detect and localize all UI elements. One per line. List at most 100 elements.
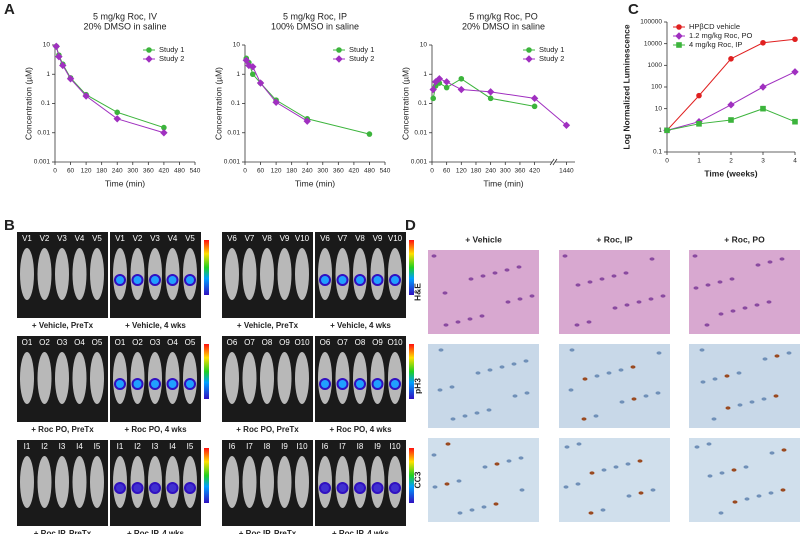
- cell-nucleus: [786, 351, 792, 355]
- mouse-id: V6: [320, 234, 330, 243]
- x-tick-label: 0: [53, 168, 57, 175]
- y-tick-label: 0.01: [414, 129, 427, 136]
- cell-nucleus: [457, 511, 463, 515]
- x-tick-label: 420: [529, 168, 540, 175]
- x-tick-label: 180: [471, 168, 482, 175]
- data-point: [245, 61, 253, 70]
- mouse-id: O8: [355, 338, 366, 347]
- cell-nucleus: [643, 394, 649, 398]
- mouse: [242, 352, 257, 404]
- cell-nucleus: [442, 291, 448, 295]
- color-scale: [204, 344, 209, 399]
- cell-nucleus: [475, 371, 481, 375]
- cell-nucleus: [512, 394, 518, 398]
- bioluminescence: [354, 378, 366, 390]
- mouse-id: O9: [279, 338, 290, 347]
- data-point: [759, 83, 767, 91]
- cell-nucleus: [694, 445, 700, 449]
- cell-nucleus: [623, 271, 629, 275]
- mouse-id: I4: [169, 442, 176, 451]
- y-tick-label: 0.01: [37, 129, 50, 136]
- mouse-id: O6: [227, 338, 238, 347]
- mouse: [90, 248, 104, 300]
- y-tick-label: 0.001: [224, 159, 241, 166]
- x-tick-label: 60: [257, 168, 265, 175]
- x-tick-label: 180: [286, 168, 297, 175]
- panel-label: D: [405, 217, 416, 234]
- legend-marker: [525, 55, 533, 63]
- data-point: [562, 121, 571, 129]
- x-tick-label: 300: [127, 168, 138, 175]
- mouse-id: I5: [94, 442, 101, 451]
- panel-label: B: [4, 217, 15, 234]
- histology-image: [689, 250, 800, 334]
- mouse: [55, 456, 69, 508]
- data-point: [728, 56, 734, 62]
- bioluminescence: [354, 482, 366, 494]
- legend-label: Study 1: [539, 45, 564, 54]
- y-tick-label: 10: [233, 42, 241, 49]
- series-line: [666, 38, 796, 131]
- y-tick-label: 100000: [640, 19, 662, 26]
- cell-nucleus: [562, 254, 568, 258]
- data-point: [530, 94, 539, 103]
- mouse-id: I9: [281, 442, 288, 451]
- bioluminescence: [319, 482, 331, 494]
- mouse: [277, 456, 292, 508]
- cell-nucleus: [612, 306, 618, 310]
- axis-break: [552, 158, 558, 166]
- legend-label: Study 2: [349, 54, 374, 63]
- cell-nucleus: [700, 380, 706, 384]
- cell-nucleus: [699, 348, 705, 352]
- image-caption: + Roc IP, 4 wks: [127, 529, 185, 534]
- cell-nucleus: [487, 368, 493, 372]
- x-tick-label: 540: [190, 168, 201, 175]
- cell-nucleus: [450, 417, 456, 421]
- cell-nucleus: [582, 377, 588, 381]
- cell-nucleus: [636, 300, 642, 304]
- mouse-id: I8: [264, 442, 271, 451]
- mouse: [55, 352, 69, 404]
- cell-nucleus: [511, 362, 517, 366]
- legend-label: 4 mg/kg Roc, IP: [689, 40, 742, 49]
- cell-nucleus: [506, 459, 512, 463]
- image-caption: + Roc PO, 4 wks: [329, 425, 392, 434]
- cell-nucleus: [730, 309, 736, 313]
- cell-nucleus: [692, 254, 698, 258]
- cell-nucleus: [518, 456, 524, 460]
- mouse-id: O2: [132, 338, 143, 347]
- cell-nucleus: [499, 365, 505, 369]
- bioluminescence: [336, 378, 349, 390]
- mouse-id: I2: [41, 442, 48, 451]
- mouse: [20, 352, 34, 404]
- x-axis-label: Time (min): [105, 178, 145, 188]
- cell-nucleus: [724, 374, 730, 378]
- chart-title: 5 mg/kg Roc, IP: [283, 11, 347, 21]
- cell-nucleus: [601, 468, 607, 472]
- legend-marker: [146, 47, 152, 53]
- bioluminescence: [114, 274, 126, 286]
- data-point: [791, 68, 799, 76]
- legend-marker: [335, 55, 343, 63]
- image-caption: + Roc IP, PreTx: [239, 529, 297, 534]
- cell-nucleus: [773, 394, 779, 398]
- image-caption: + Vehicle, 4 wks: [125, 321, 186, 330]
- mouse-id: O9: [372, 338, 383, 347]
- y-tick-label: 10000: [644, 40, 662, 47]
- cell-nucleus: [586, 320, 592, 324]
- column-header: + Roc, IP: [596, 234, 632, 244]
- image-caption: + Roc IP, 4 wks: [332, 529, 390, 534]
- cell-nucleus: [479, 314, 485, 318]
- cell-nucleus: [631, 397, 637, 401]
- x-tick-label: 480: [174, 168, 185, 175]
- mouse-id: I8: [357, 442, 364, 451]
- cell-nucleus: [625, 462, 631, 466]
- y-tick-label: 100: [651, 84, 662, 91]
- row-label: CC3: [412, 471, 422, 488]
- cell-nucleus: [719, 471, 725, 475]
- cell-nucleus: [474, 411, 480, 415]
- bioluminescence: [389, 274, 401, 286]
- x-axis-label: Time (min): [295, 178, 335, 188]
- x-tick-label: 360: [333, 168, 344, 175]
- y-tick-label: 0.1: [41, 100, 50, 107]
